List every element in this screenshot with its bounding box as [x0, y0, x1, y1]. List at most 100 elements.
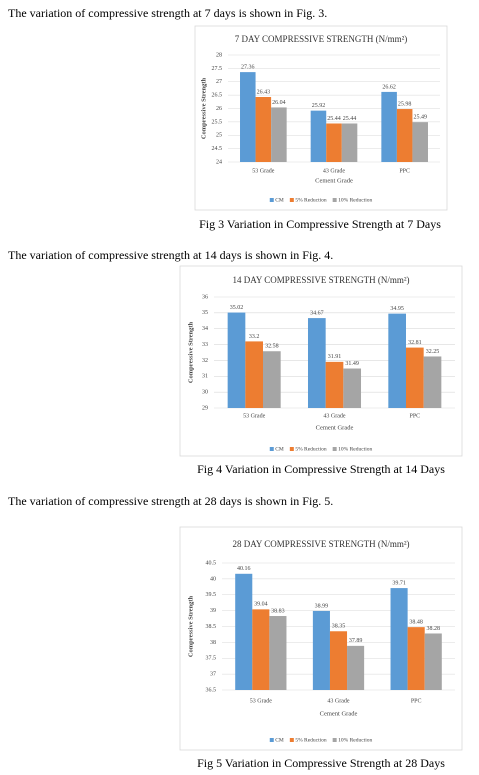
chart-title: 28 DAY COMPRESSIVE STRENGTH (N/mm²)	[232, 539, 409, 549]
bar	[326, 123, 342, 162]
bar	[255, 96, 272, 162]
legend-swatch	[289, 447, 294, 451]
y-tick-label: 26	[216, 106, 222, 112]
value-label: 31.91	[328, 354, 342, 360]
bar	[396, 109, 413, 162]
y-tick-label: 27.5	[212, 66, 223, 72]
x-axis-title: Cement Grade	[315, 177, 353, 184]
bar	[347, 645, 365, 690]
y-tick-label: 40	[210, 576, 216, 582]
legend-swatch	[332, 738, 337, 742]
value-label: 38.35	[332, 624, 346, 630]
bar	[325, 361, 344, 408]
x-tick-label: 43 Grade	[327, 698, 349, 704]
figure-caption: Fig 3 Variation in Compressive Strength …	[199, 217, 441, 231]
bar	[388, 313, 406, 408]
x-tick-label: PPC	[411, 698, 422, 704]
y-tick-label: 32	[202, 358, 208, 364]
x-tick-label: 53 Grade	[252, 168, 274, 174]
y-tick-label: 24	[216, 159, 222, 165]
y-axis-title: Compressive Strength	[187, 321, 194, 383]
value-label: 38.83	[271, 608, 285, 614]
value-label: 26.62	[382, 84, 396, 90]
value-label: 27.36	[241, 64, 255, 70]
legend-label: CM	[275, 737, 284, 743]
bar	[329, 631, 348, 690]
bar	[245, 341, 264, 408]
value-label: 35.02	[230, 305, 244, 311]
legend-swatch	[332, 198, 337, 202]
chart: 28 DAY COMPRESSIVE STRENGTH (N/mm²) 36.5 3…	[179, 526, 463, 751]
value-label: 32.81	[408, 340, 422, 346]
bar	[269, 616, 287, 690]
y-tick-label: 24.5	[212, 146, 223, 152]
y-tick-label: 33	[202, 342, 208, 348]
value-label: 25.44	[327, 116, 341, 122]
y-tick-label: 28	[216, 52, 222, 58]
value-label: 26.43	[257, 89, 271, 95]
x-tick-label: 43 Grade	[323, 413, 345, 419]
value-label: 38.28	[427, 626, 441, 632]
value-label: 25.49	[413, 115, 427, 121]
legend: CM 5% Reduction 10% Reduction	[269, 197, 372, 203]
bar	[412, 122, 428, 162]
legend-label: CM	[275, 197, 284, 203]
bar	[423, 356, 442, 408]
y-tick-label: 39.5	[206, 592, 217, 598]
value-label: 34.95	[390, 306, 404, 312]
value-label: 33.2	[249, 334, 260, 340]
y-tick-label: 37.5	[206, 656, 217, 662]
figure-caption: Fig 4 Variation in Compressive Strength …	[197, 462, 445, 476]
paragraph: The variation of compressive strength at…	[8, 248, 333, 262]
legend-swatch	[269, 738, 274, 742]
bar	[240, 72, 256, 162]
legend-swatch	[332, 447, 337, 451]
y-tick-label: 36	[202, 294, 208, 300]
legend-label: 5% Reduction	[295, 197, 327, 203]
legend-swatch	[269, 198, 274, 202]
y-tick-label: 25	[216, 133, 222, 139]
bar	[405, 347, 424, 408]
y-tick-label: 25.5	[212, 119, 223, 125]
legend: CM 5% Reduction 10% Reduction	[269, 446, 372, 452]
legend-label: 10% Reduction	[338, 446, 372, 452]
y-axis-title: Compressive Strength	[187, 595, 194, 657]
x-tick-label: PPC	[399, 168, 410, 174]
value-label: 38.48	[409, 620, 423, 626]
y-tick-label: 38	[210, 640, 216, 646]
value-label: 25.44	[343, 116, 357, 122]
y-tick-label: 38.5	[206, 624, 217, 630]
y-tick-label: 34	[202, 326, 208, 332]
bar	[312, 610, 330, 690]
bar	[263, 351, 281, 408]
value-label: 32.25	[426, 349, 440, 355]
y-tick-label: 39	[210, 608, 216, 614]
bar	[390, 588, 408, 690]
value-label: 34.67	[310, 310, 324, 316]
value-label: 39.04	[254, 602, 268, 608]
y-tick-label: 36.5	[206, 687, 217, 693]
y-tick-label: 27	[216, 79, 222, 85]
y-tick-label: 31	[202, 374, 208, 380]
chart: 14 DAY COMPRESSIVE STRENGTH (N/mm²) 29 30 3…	[179, 265, 463, 457]
bar	[341, 123, 358, 162]
chart-title: 7 DAY COMPRESSIVE STRENGTH (N/mm²)	[235, 34, 408, 44]
x-tick-label: 53 Grade	[243, 413, 265, 419]
value-label: 25.98	[398, 101, 412, 107]
y-tick-label: 40.5	[206, 560, 217, 566]
paragraph: The variation of compressive strength at…	[8, 494, 333, 508]
legend-label: 5% Reduction	[295, 737, 327, 743]
bar	[407, 627, 425, 690]
value-label: 32.58	[265, 344, 279, 350]
y-tick-label: 26.5	[212, 93, 223, 99]
bar	[271, 107, 287, 162]
value-label: 38.99	[315, 603, 329, 609]
x-tick-label: PPC	[409, 413, 420, 419]
legend-swatch	[289, 198, 294, 202]
chart-title: 14 DAY COMPRESSIVE STRENGTH (N/mm²)	[232, 275, 409, 285]
bar	[310, 110, 327, 162]
bar	[424, 633, 442, 690]
legend-swatch	[269, 447, 274, 451]
